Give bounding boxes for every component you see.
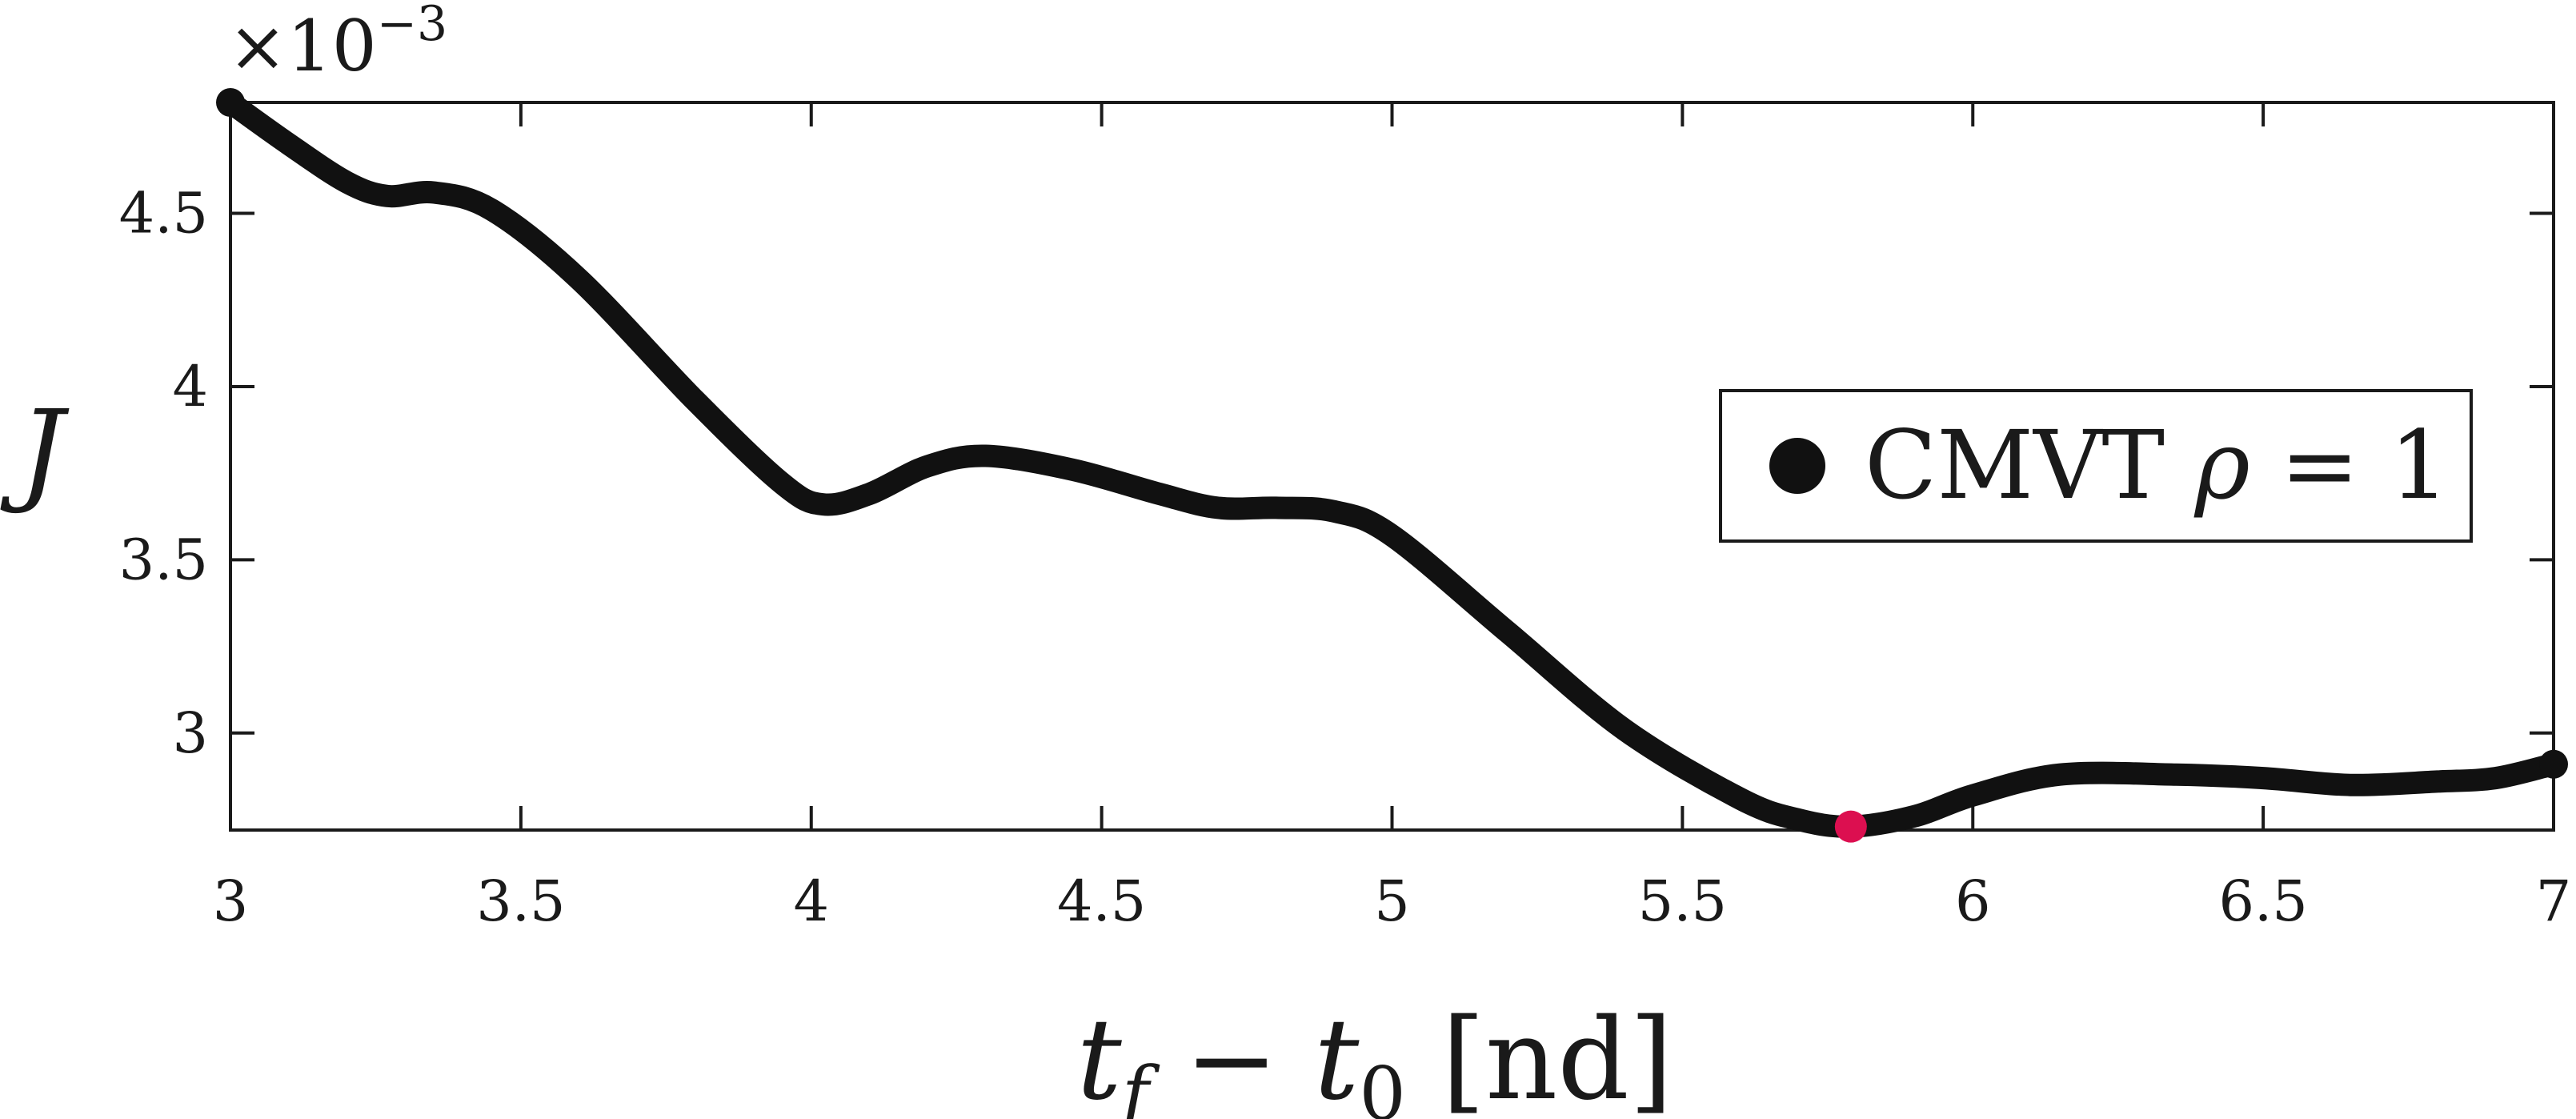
x-tick-label: 5.5 (1638, 868, 1727, 934)
x-tick-label: 3 (213, 868, 249, 934)
y-tick-label: 4.5 (119, 181, 208, 247)
x-tick-label: 7 (2536, 868, 2572, 934)
series-start-point (216, 88, 245, 117)
legend-marker (1769, 438, 1825, 494)
y-tick-label: 3 (172, 700, 208, 766)
x-tick-label: 6.5 (2218, 868, 2307, 934)
series-end-point (2539, 749, 2568, 779)
series-line (219, 91, 2565, 838)
x-tick-label: 5 (1374, 868, 1410, 934)
y-axis-label: J (0, 387, 70, 517)
x-axis-ticks: 3 3.5 4 4.5 5 5.5 6 6.5 7 (213, 102, 2572, 934)
y-axis-ticks: 3 3.5 4 4.5 (119, 181, 2554, 766)
x-axis-label: tf − t0 [nd] (1077, 995, 1673, 1119)
x-tick-label: 6 (1955, 868, 1991, 934)
legend-box (1719, 389, 2473, 543)
legend-label: CMVT ρ = 1 (1865, 410, 2450, 520)
x-tick-label: 3.5 (476, 868, 565, 934)
series-layer (216, 88, 2568, 843)
minimum-point (1834, 810, 1867, 843)
y-tick-label: 4 (172, 354, 208, 419)
y-tick-label: 3.5 (119, 527, 208, 592)
legend: CMVT ρ = 1 (1719, 389, 2473, 543)
y-axis-multiplier: ×10−3 (228, 0, 447, 87)
x-tick-label: 4 (793, 868, 829, 934)
x-tick-label: 4.5 (1057, 868, 1146, 934)
